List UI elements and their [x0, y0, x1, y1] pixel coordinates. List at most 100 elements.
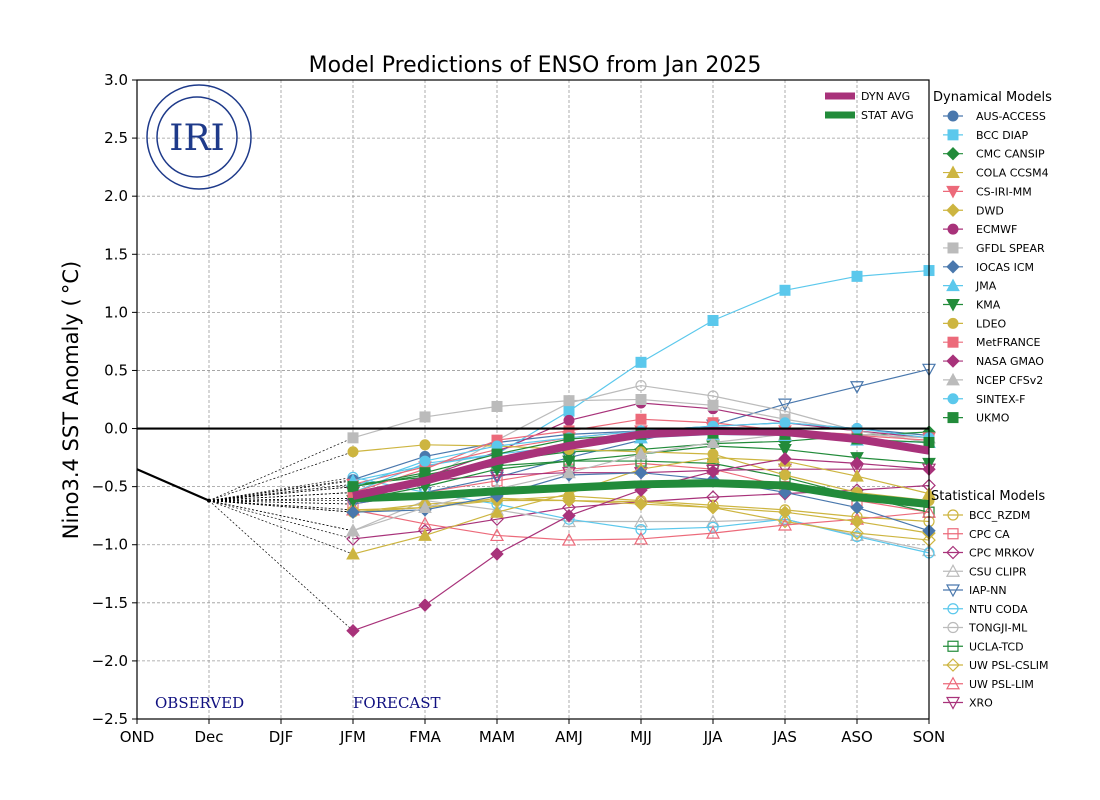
data-point	[634, 465, 648, 480]
iri-logo: IRI	[146, 84, 252, 190]
x-tick-label: Dec	[194, 728, 223, 746]
y-tick-label: 2.0	[104, 187, 128, 205]
x-tick-label: SON	[913, 728, 946, 746]
legend-marker	[947, 317, 959, 329]
data-point	[563, 395, 575, 407]
y-tick-label: 0.5	[104, 361, 128, 379]
legend-item: JMA	[943, 278, 997, 293]
legend-item: UW PSL-CSLIM	[943, 658, 1048, 672]
connector-line	[208, 500, 354, 505]
y-tick-label: −1.5	[92, 594, 128, 612]
data-point	[705, 525, 721, 539]
x-tick-label: JAS	[772, 728, 797, 746]
legend-marker	[946, 372, 960, 386]
data-point	[490, 547, 504, 561]
y-tick-label: 2.5	[104, 129, 128, 147]
legend-label: DWD	[976, 204, 1004, 217]
data-point	[850, 500, 864, 515]
legend-label: STAT AVG	[861, 109, 914, 122]
data-point	[635, 394, 647, 405]
legend-item: NASA GMAO	[943, 354, 1044, 368]
y-tick-label: 0.0	[104, 420, 128, 438]
data-point	[347, 446, 359, 458]
legend-label: NASA GMAO	[976, 355, 1044, 368]
data-point	[562, 493, 576, 508]
y-tick-label: −2.5	[92, 710, 128, 728]
data-point	[778, 514, 792, 529]
legend-label: KMA	[976, 299, 1001, 312]
data-point	[347, 432, 359, 444]
data-point	[850, 469, 864, 482]
legend-item: KMA	[943, 299, 1001, 312]
legend-marker	[945, 584, 961, 598]
data-point	[707, 314, 719, 326]
legend-label: COLA CCSM4	[976, 167, 1049, 180]
legend-marker	[945, 696, 961, 710]
connector-line	[208, 500, 354, 555]
y-tick-label: 3.0	[104, 71, 128, 89]
data-point	[777, 398, 793, 412]
legend-label: ECMWF	[976, 223, 1017, 236]
data-point	[346, 523, 360, 537]
data-point	[850, 514, 864, 529]
data-point	[490, 505, 504, 518]
iri-logo-text: IRI	[169, 118, 225, 159]
data-point	[634, 447, 648, 460]
legend-statistical-title: Statistical Models	[931, 489, 1045, 504]
x-tick-label: FMA	[409, 728, 442, 746]
data-point	[849, 528, 865, 542]
legend-item: UKMO	[943, 412, 1010, 425]
legend-label: UW PSL-CSLIM	[969, 659, 1048, 672]
grid	[137, 80, 929, 719]
forecast-label: FORECAST	[353, 694, 441, 712]
data-point	[850, 526, 864, 540]
legend-marker	[946, 299, 960, 312]
data-point	[779, 469, 791, 481]
y-tick-label: 1.0	[104, 303, 128, 321]
legend-marker	[946, 146, 960, 161]
legend-marker	[945, 676, 961, 690]
legend-item: NCEP CFSv2	[943, 372, 1043, 387]
data-point	[561, 514, 577, 528]
legend-label: MetFRANCE	[976, 336, 1041, 349]
series-line	[352, 384, 930, 499]
data-point	[778, 452, 792, 466]
connector-line	[208, 483, 354, 501]
series-lines	[136, 265, 937, 638]
x-tick-label: OND	[120, 728, 155, 746]
data-point	[706, 500, 720, 515]
legend-dynamical-title: Dynamical Models	[933, 90, 1052, 105]
legend-item: XRO	[943, 697, 993, 710]
legend-label: SINTEX-F	[976, 393, 1025, 406]
legend-label: CSU CLIPR	[969, 565, 1027, 578]
legend-label: CMC CANSIP	[976, 148, 1045, 161]
data-point	[491, 400, 503, 412]
data-point	[346, 623, 360, 638]
legend-item: DWD	[943, 203, 1004, 217]
model-legend: Dynamical Models AUS-ACCESS BCC DIAP CMC CA…	[931, 90, 1052, 710]
legend-label: LDEO	[976, 317, 1007, 330]
legend-marker	[947, 621, 959, 634]
legend-marker	[945, 563, 961, 577]
data-point	[633, 514, 649, 528]
average-line-dyn-avg	[352, 426, 930, 500]
legend-marker	[946, 658, 960, 672]
legend-marker	[947, 242, 959, 254]
data-point	[346, 505, 360, 519]
legend-item: ECMWF	[943, 223, 1017, 236]
legend-label: CPC MRKOV	[969, 547, 1035, 560]
data-point	[707, 448, 719, 460]
legend-marker	[947, 640, 959, 652]
legend-item: NTU CODA	[943, 603, 1028, 616]
data-point	[418, 528, 432, 541]
data-point	[563, 414, 575, 426]
data-point	[561, 532, 577, 546]
series-line	[352, 499, 930, 552]
legend-item: UCLA-TCD	[943, 640, 1024, 653]
legend-label: BCC_RZDM	[969, 509, 1030, 522]
legend-marker	[947, 110, 959, 122]
average-legend: DYN AVG STAT AVG	[825, 90, 914, 122]
plot-frame	[136, 79, 930, 720]
legend-item: BCC DIAP	[943, 129, 1028, 142]
data-point	[779, 284, 791, 296]
